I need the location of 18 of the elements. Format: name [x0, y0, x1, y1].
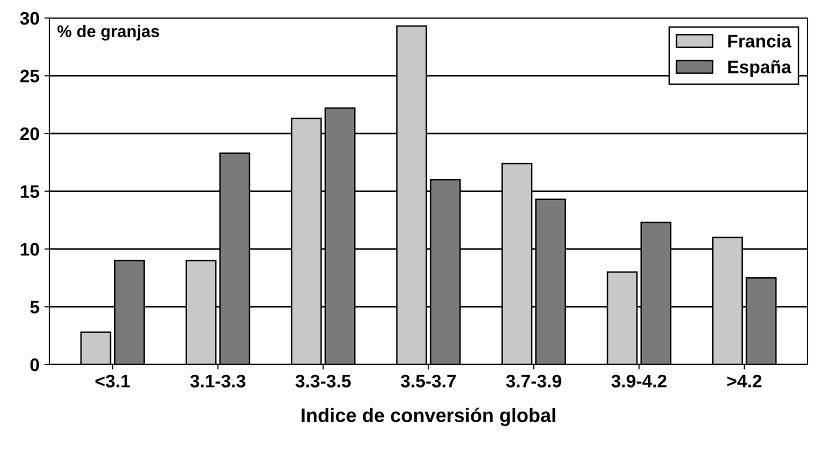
y-tick-label: 20 [20, 127, 39, 140]
x-tick-label: 3.9-4.2 [611, 374, 666, 388]
y-tick-label: 15 [20, 185, 40, 198]
x-axis-title: Indice de conversión global [302, 408, 556, 426]
x-tick-label: 3.5-3.7 [400, 374, 456, 388]
y-axis-title: % de granjas [57, 24, 160, 41]
legend-label: España [728, 60, 792, 77]
y-tick-label: 10 [20, 242, 39, 256]
x-tick-label: 3.3-3.5 [296, 374, 351, 388]
y-tick-label: 30 [20, 12, 39, 25]
y-tick-label: 0 [30, 358, 39, 372]
y-tick-label: 25 [20, 70, 40, 82]
x-tick-label: <3.1 [96, 374, 130, 388]
x-tick-label: 3.7-3.9 [506, 374, 562, 388]
legend-label: Francia [728, 34, 792, 48]
x-tick-label: 3.1-3.3 [190, 374, 246, 388]
x-tick-label: >4.2 [727, 374, 762, 388]
y-tick-label: 5 [30, 300, 40, 314]
